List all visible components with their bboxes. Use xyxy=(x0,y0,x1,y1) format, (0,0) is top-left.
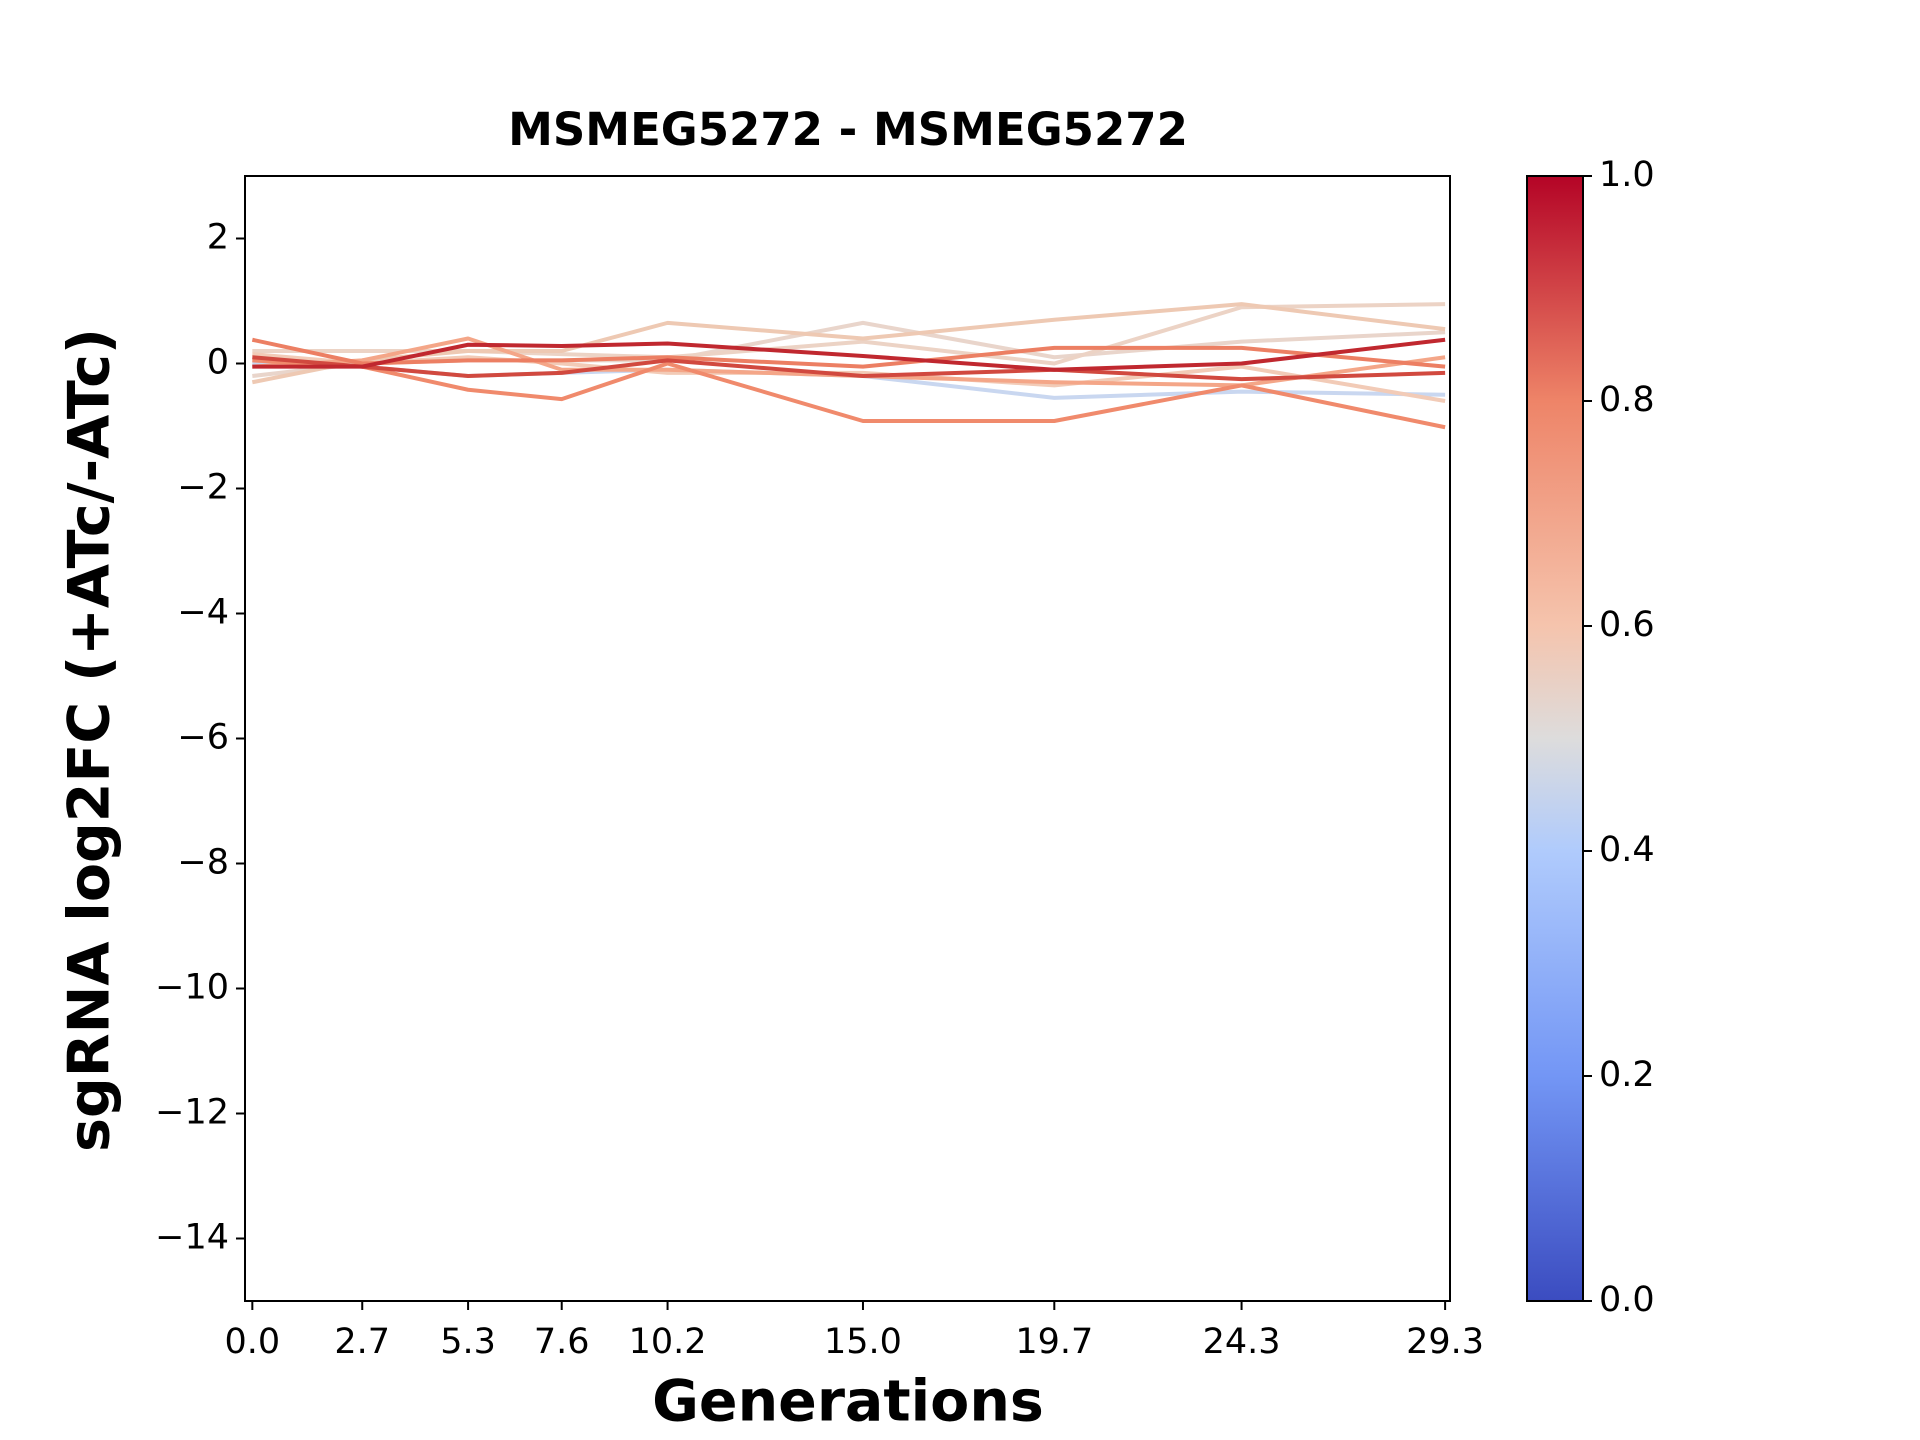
x-tick-label: 7.6 xyxy=(534,1322,590,1362)
x-tick-label: 19.7 xyxy=(1015,1322,1093,1362)
y-tick-label: −14 xyxy=(155,1218,229,1258)
series-line xyxy=(252,337,1446,372)
x-tick-label: 10.2 xyxy=(629,1322,707,1362)
y-axis-label: sgRNA log2FC (+ATc/-ATc) xyxy=(57,328,123,1152)
y-tick-label: −8 xyxy=(177,843,229,883)
x-tick-label: 5.3 xyxy=(440,1322,496,1362)
y-tick-label: 0 xyxy=(207,343,229,383)
colorbar-tick-label: 1.0 xyxy=(1599,155,1655,195)
series-line xyxy=(251,302,1446,385)
colorbar-tick-label: 0.4 xyxy=(1599,830,1655,870)
colorbar-tick-label: 0.2 xyxy=(1599,1055,1655,1095)
y-tick-label: −10 xyxy=(155,968,229,1008)
x-tick-label: 0.0 xyxy=(224,1322,280,1362)
y-tick-label: 2 xyxy=(207,218,229,258)
series-line xyxy=(251,337,1446,369)
colorbar xyxy=(1526,175,1584,1302)
x-tick-label: 15.0 xyxy=(824,1322,902,1362)
series-line xyxy=(252,336,1446,388)
y-tick-label: −6 xyxy=(177,718,229,758)
series-line xyxy=(252,355,1446,382)
y-tick-label: −12 xyxy=(155,1093,229,1133)
x-axis-label: Generations xyxy=(652,1369,1044,1435)
y-tick-label: −4 xyxy=(177,593,229,633)
y-tick-label: −2 xyxy=(177,468,229,508)
x-tick-label: 2.7 xyxy=(334,1322,390,1362)
colorbar-tick-label: 0.0 xyxy=(1599,1280,1655,1320)
x-tick-label: 24.3 xyxy=(1203,1322,1281,1362)
chart-title: MSMEG5272 - MSMEG5272 xyxy=(508,103,1188,156)
colorbar-tick-label: 0.8 xyxy=(1599,380,1655,420)
x-tick-label: 29.3 xyxy=(1406,1322,1484,1362)
colorbar-tick-label: 0.6 xyxy=(1599,605,1655,645)
series-line xyxy=(252,358,1446,430)
